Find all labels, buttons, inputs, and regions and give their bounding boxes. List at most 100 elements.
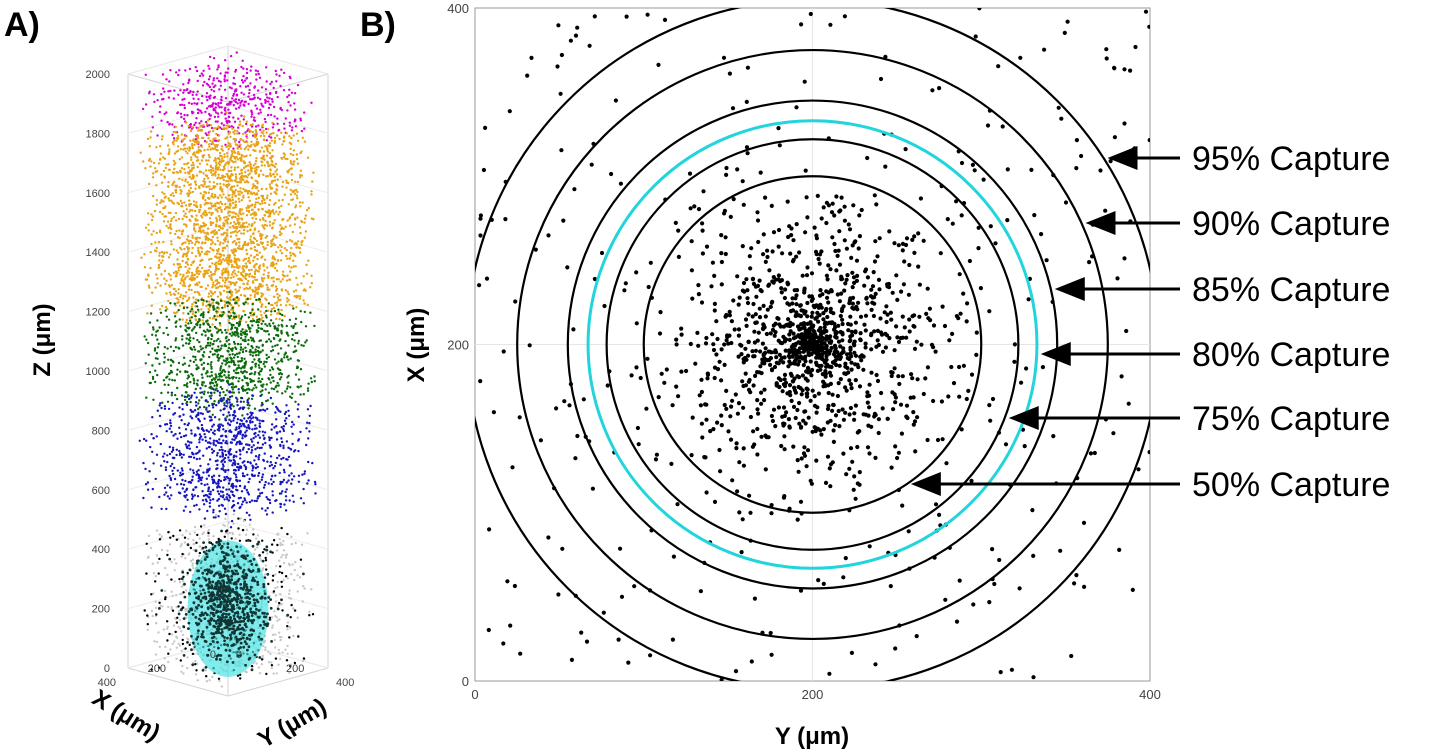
data-point [169, 253, 172, 256]
data-point [217, 492, 221, 496]
data-point [308, 422, 311, 425]
data-point [277, 199, 281, 202]
data-point [287, 265, 291, 268]
data-point [185, 395, 189, 399]
data-point [217, 504, 221, 507]
data-point [205, 122, 209, 126]
data-point [154, 600, 157, 603]
data-point [289, 147, 292, 151]
data-point [271, 490, 274, 493]
data-point [239, 277, 242, 281]
data-point [213, 416, 217, 419]
data-point [195, 503, 198, 507]
data-point [257, 434, 260, 437]
data-point [246, 297, 249, 301]
data-point [275, 262, 278, 265]
data-point [188, 447, 191, 450]
data-point [144, 467, 147, 471]
data-point [190, 321, 193, 325]
data-point [198, 122, 201, 125]
data-point [211, 230, 214, 233]
data-point [235, 262, 238, 266]
data-point [191, 303, 194, 306]
data-point [186, 275, 189, 278]
data-point [242, 194, 245, 197]
data-point [249, 297, 252, 300]
data-point [227, 67, 230, 70]
data-point [227, 180, 230, 183]
data-point [244, 165, 248, 168]
data-point [232, 369, 236, 372]
data-point [303, 111, 306, 114]
data-point [246, 377, 249, 380]
data-point [255, 298, 258, 302]
data-point [247, 338, 250, 342]
data-point [267, 271, 270, 274]
data-point [187, 239, 190, 242]
data-point [204, 287, 208, 290]
data-point [200, 159, 204, 162]
data-point [250, 397, 254, 401]
data-point [238, 157, 242, 160]
data-point [233, 434, 236, 437]
data-point [225, 357, 228, 360]
data-point [216, 236, 219, 239]
data-point [269, 313, 273, 316]
data-point [237, 126, 240, 129]
data-point [243, 276, 246, 279]
data-point [237, 277, 240, 281]
data-point [219, 216, 222, 220]
data-point [295, 306, 298, 309]
data-point [270, 98, 274, 101]
data-point [253, 211, 256, 214]
data-point [225, 215, 228, 219]
data-point [191, 173, 195, 177]
data-point [231, 97, 234, 100]
data-point [231, 493, 235, 496]
data-point [229, 289, 232, 292]
data-point [239, 453, 242, 456]
data-point [268, 203, 271, 206]
data-point [265, 235, 269, 238]
data-point [245, 286, 248, 290]
data-point [168, 150, 171, 154]
data-point [280, 289, 284, 292]
data-point [261, 473, 265, 476]
data-point [239, 85, 242, 88]
data-point [237, 335, 240, 338]
data-point [261, 279, 264, 282]
data-point [278, 635, 282, 639]
data-point [228, 353, 231, 356]
data-point [201, 266, 204, 270]
data-point [201, 229, 205, 232]
data-point [198, 236, 201, 240]
data-point [274, 69, 277, 73]
data-point [213, 95, 217, 99]
data-point [259, 232, 262, 236]
data-point [146, 137, 150, 141]
data-point [285, 279, 289, 282]
data-point [292, 634, 295, 638]
data-point [225, 285, 228, 288]
data-point [204, 120, 208, 124]
data-point [151, 126, 154, 129]
data-point [189, 510, 192, 514]
data-point [240, 370, 243, 373]
data-point [255, 537, 258, 540]
data-point [208, 75, 212, 78]
data-point [221, 168, 225, 172]
data-point [276, 327, 279, 330]
data-point [253, 96, 256, 99]
data-point [191, 312, 194, 315]
data-point [280, 227, 283, 231]
data-point [299, 385, 302, 388]
data-point [313, 379, 316, 383]
data-point [281, 392, 284, 395]
data-point [296, 216, 299, 219]
data-point [165, 315, 168, 318]
data-point [284, 157, 287, 161]
data-point [221, 490, 224, 494]
data-point [218, 88, 221, 91]
data-point [210, 213, 213, 216]
data-point [209, 270, 212, 274]
